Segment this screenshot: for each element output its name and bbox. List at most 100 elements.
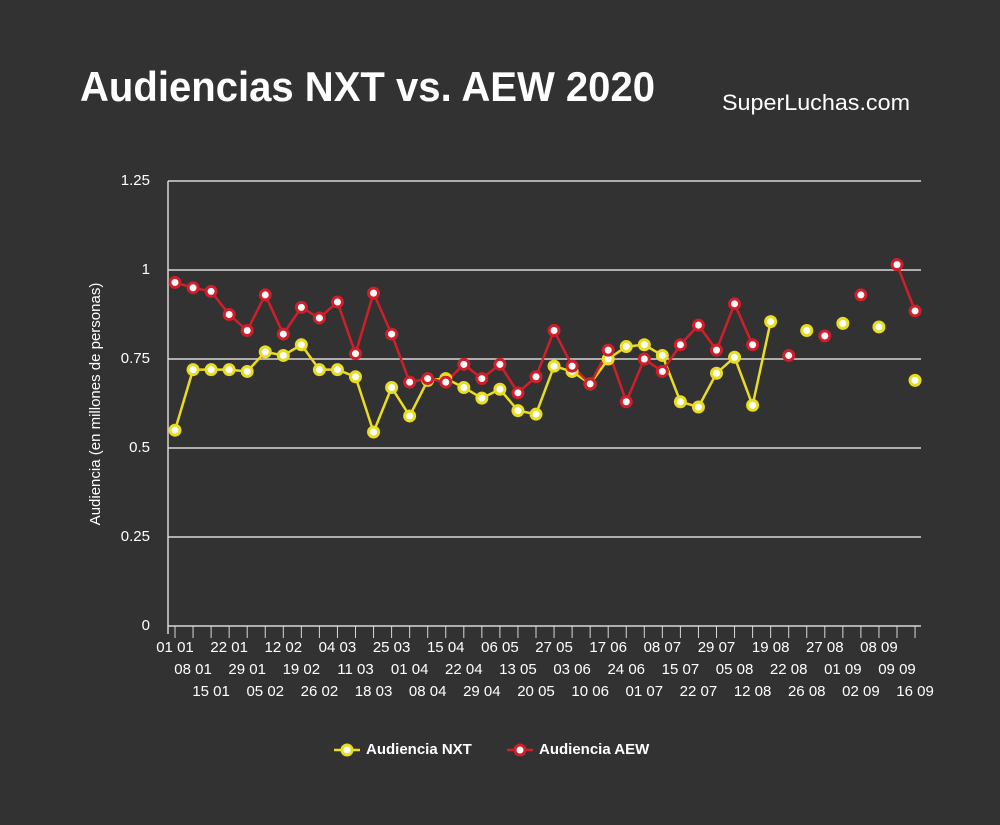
x-tick-label: 11 03 <box>337 661 373 678</box>
y-tick-label: 1.25 <box>121 172 150 189</box>
data-point <box>312 363 326 377</box>
data-point <box>872 320 886 334</box>
data-point <box>330 363 344 377</box>
data-point <box>908 304 922 318</box>
x-tick-label: 01 01 <box>156 639 194 656</box>
data-point <box>403 375 417 389</box>
data-point <box>475 391 489 405</box>
data-point <box>186 363 200 377</box>
data-point <box>276 348 290 362</box>
data-point <box>385 380 399 394</box>
data-point <box>710 366 723 380</box>
data-point <box>240 364 254 378</box>
x-tick-label: 26 02 <box>301 683 339 700</box>
x-tick-label: 22 07 <box>680 683 718 700</box>
data-point <box>691 400 705 414</box>
y-tick-label: 0.5 <box>129 439 150 456</box>
x-tick-label: 08 04 <box>409 683 447 700</box>
data-point <box>258 345 272 359</box>
x-tick-label: 04 03 <box>319 639 357 656</box>
data-point <box>529 407 543 421</box>
x-tick-label: 15 07 <box>662 661 700 678</box>
x-tick-label: 19 08 <box>752 639 790 656</box>
data-point <box>637 338 651 352</box>
x-tick-label: 08 09 <box>860 639 898 656</box>
data-point <box>367 286 381 300</box>
data-point <box>818 329 832 343</box>
data-point <box>258 288 272 302</box>
data-point <box>655 364 669 378</box>
data-point <box>728 297 742 311</box>
data-point <box>547 324 561 338</box>
x-tick-label: 05 08 <box>716 661 754 678</box>
x-tick-label: 06 05 <box>481 639 519 656</box>
chart-subtitle: SuperLuchas.com <box>722 90 910 115</box>
data-point <box>673 338 687 352</box>
legend-marker <box>340 743 354 757</box>
x-tick-label: 09 09 <box>878 661 916 678</box>
y-axis-label: Audiencia (en millones de personas) <box>87 283 104 526</box>
series-line <box>173 321 772 436</box>
data-point <box>312 311 326 325</box>
x-tick-label: 29 04 <box>463 683 501 700</box>
x-tick-label: 22 04 <box>445 661 483 678</box>
data-point <box>800 324 814 338</box>
data-point <box>655 348 669 362</box>
y-tick-label: 0 <box>142 617 150 634</box>
data-point <box>439 375 453 389</box>
data-point <box>710 343 723 357</box>
data-point <box>493 382 507 396</box>
data-point <box>782 348 796 362</box>
x-tick-label: 27 05 <box>535 639 573 656</box>
data-point <box>908 373 922 387</box>
y-tick-label: 1 <box>142 261 150 278</box>
data-point <box>601 343 615 357</box>
x-tick-label: 15 04 <box>427 639 465 656</box>
x-tick-label: 01 09 <box>824 661 862 678</box>
data-point <box>565 359 579 373</box>
data-point <box>294 338 308 352</box>
x-tick-label: 29 01 <box>228 661 266 678</box>
y-tick-label: 0.75 <box>121 350 150 367</box>
data-point <box>168 423 182 437</box>
data-point <box>222 308 236 321</box>
data-point <box>728 350 742 364</box>
x-tick-label: 13 05 <box>499 661 537 678</box>
data-point <box>186 281 200 295</box>
x-tick-label: 16 09 <box>896 683 934 700</box>
data-point <box>583 377 597 391</box>
x-tick-label: 24 06 <box>607 661 645 678</box>
data-point <box>764 315 778 329</box>
x-tick-label: 12 02 <box>265 639 303 656</box>
x-tick-label: 02 09 <box>842 683 880 700</box>
data-point <box>619 395 633 409</box>
data-point <box>475 372 489 386</box>
data-point <box>294 300 308 314</box>
data-point <box>330 295 344 309</box>
data-point <box>367 425 381 439</box>
data-point <box>276 327 290 341</box>
data-point <box>168 275 182 289</box>
data-point <box>385 327 399 341</box>
x-tick-label: 29 07 <box>698 639 736 656</box>
data-point <box>457 357 471 371</box>
x-tick-label: 22 08 <box>770 661 808 678</box>
chart-title: Audiencias NXT vs. AEW 2020 <box>80 63 655 110</box>
data-point <box>204 284 218 298</box>
data-point <box>204 363 218 377</box>
x-tick-label: 26 08 <box>788 683 826 700</box>
y-tick-label: 0.25 <box>121 528 150 545</box>
x-tick-label: 01 04 <box>391 661 429 678</box>
data-point <box>240 324 254 338</box>
x-tick-label: 05 02 <box>246 683 284 700</box>
x-tick-label: 08 01 <box>174 661 212 678</box>
data-point <box>403 409 417 423</box>
x-tick-label: 19 02 <box>283 661 321 678</box>
data-point <box>890 258 904 272</box>
data-point <box>673 395 687 409</box>
data-point <box>222 363 236 377</box>
data-point <box>511 404 525 418</box>
x-tick-label: 27 08 <box>806 639 844 656</box>
data-point <box>421 372 435 386</box>
data-point <box>637 352 651 366</box>
